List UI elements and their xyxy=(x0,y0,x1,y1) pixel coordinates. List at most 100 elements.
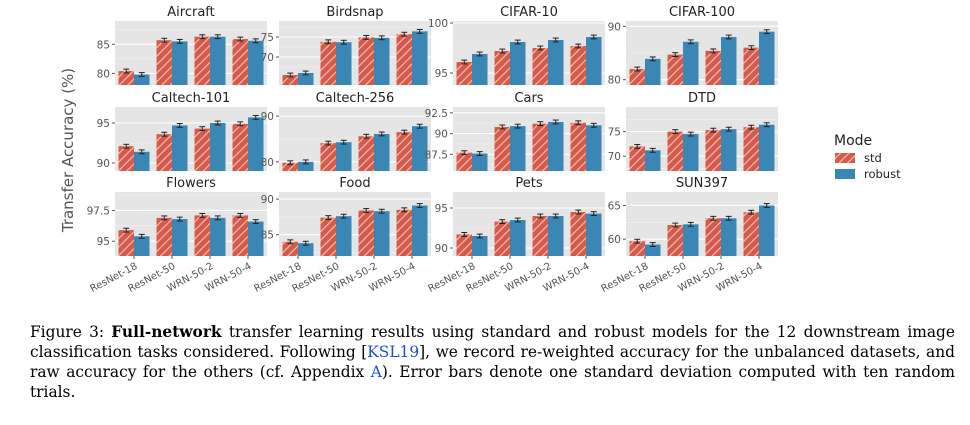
bar-robust-resnet-50 xyxy=(336,42,352,85)
bar-robust-resnet-18 xyxy=(472,153,488,171)
y-tick-label: 70 xyxy=(261,52,274,64)
bar-std-resnet-18 xyxy=(282,75,298,85)
bar-robust-wrn-50-4 xyxy=(412,31,428,85)
bar-std-wrn-50-4 xyxy=(396,132,412,171)
bar-robust-resnet-18 xyxy=(472,236,488,256)
bar-robust-resnet-18 xyxy=(298,161,314,171)
bar-robust-resnet-50 xyxy=(510,126,526,171)
bar-std-resnet-50 xyxy=(667,54,683,85)
panel-title: SUN397 xyxy=(676,176,728,191)
caption-text-2: ], we record re-weighted accuracy for th… xyxy=(30,343,955,381)
bar-std-wrn-50-4 xyxy=(396,34,412,85)
legend-label-robust: robust xyxy=(864,167,901,181)
bar-robust-wrn-50-4 xyxy=(586,37,602,85)
panel-caltech-256: Caltech-256 80 90 xyxy=(261,91,431,171)
y-tick-label: 90 xyxy=(608,21,621,33)
caption-bold: Full-network xyxy=(111,323,222,341)
legend: Mode std robust xyxy=(834,133,901,181)
bar-std-wrn-50-2 xyxy=(532,48,548,85)
bar-robust-resnet-18 xyxy=(472,54,488,85)
bar-std-resnet-18 xyxy=(282,241,298,256)
panel-aircraft: Aircraft 80 85 xyxy=(97,5,267,85)
y-tick-label: 90 xyxy=(97,158,110,170)
panel-title: CIFAR-10 xyxy=(500,5,558,20)
bar-robust-wrn-50-4 xyxy=(248,40,264,85)
panel-cars: Cars 87.5 90 92.5 xyxy=(425,91,605,171)
bar-std-wrn-50-2 xyxy=(532,216,548,256)
bar-std-wrn-50-4 xyxy=(743,47,759,85)
y-tick-label: 95 xyxy=(97,236,110,248)
bar-std-wrn-50-4 xyxy=(396,209,412,256)
y-tick-label: 95 xyxy=(97,118,110,130)
panel-cifar-100: CIFAR-100 80 90 xyxy=(608,5,778,87)
bar-robust-resnet-50 xyxy=(510,220,526,256)
bar-robust-wrn-50-4 xyxy=(759,124,775,171)
y-tick-label: 85 xyxy=(97,39,110,51)
bar-std-wrn-50-2 xyxy=(705,50,721,85)
bar-robust-resnet-18 xyxy=(134,236,150,256)
bar-std-wrn-50-4 xyxy=(232,39,248,85)
bar-robust-resnet-18 xyxy=(298,243,314,256)
bar-robust-resnet-18 xyxy=(645,150,661,171)
bar-std-wrn-50-2 xyxy=(358,210,374,256)
panel-title: Birdsnap xyxy=(326,5,383,20)
y-tick-label: 80 xyxy=(608,75,621,87)
bar-std-wrn-50-4 xyxy=(232,215,248,256)
y-tick-label: 75 xyxy=(608,127,621,139)
bar-std-wrn-50-2 xyxy=(358,37,374,85)
caption-label: Figure 3: xyxy=(30,323,112,341)
legend-title: Mode xyxy=(834,133,872,149)
bar-std-resnet-18 xyxy=(456,234,472,256)
bar-robust-wrn-50-2 xyxy=(374,133,390,171)
bar-robust-wrn-50-4 xyxy=(412,126,428,171)
bar-std-resnet-18 xyxy=(456,152,472,171)
bar-robust-resnet-50 xyxy=(683,224,699,256)
bar-robust-wrn-50-2 xyxy=(548,40,564,85)
bar-std-resnet-18 xyxy=(629,146,645,171)
citation-link[interactable]: KSL19 xyxy=(367,343,420,361)
bar-robust-wrn-50-2 xyxy=(374,37,390,85)
bar-robust-resnet-18 xyxy=(645,58,661,85)
panel-dtd: DTD 70 75 xyxy=(608,91,778,171)
caption-text-3: ). Error bars denote one standard deviat… xyxy=(30,363,955,401)
bar-robust-resnet-18 xyxy=(134,151,150,171)
bar-robust-wrn-50-2 xyxy=(721,37,737,85)
bar-robust-wrn-50-4 xyxy=(586,125,602,171)
panel-title: Aircraft xyxy=(167,5,214,20)
bar-robust-wrn-50-2 xyxy=(374,211,390,256)
bar-std-resnet-50 xyxy=(667,225,683,256)
bar-robust-wrn-50-4 xyxy=(248,221,264,256)
figure-grid: Aircraft8085Birdsnap7075CIFAR-1095100CIF… xyxy=(59,5,901,295)
figure-caption: Figure 3: Full-network transfer learning… xyxy=(30,322,955,402)
panel-food: Food8590ResNet-18ResNet-50WRN-50-2WRN-50… xyxy=(253,176,431,295)
bar-robust-wrn-50-4 xyxy=(248,117,264,171)
bar-std-wrn-50-2 xyxy=(194,36,210,85)
bar-robust-resnet-50 xyxy=(683,134,699,171)
bar-robust-wrn-50-4 xyxy=(586,213,602,256)
y-axis-label: Transfer Accuracy (%) xyxy=(59,68,77,233)
y-tick-label: 80 xyxy=(261,157,274,169)
panel-sun397: SUN3976065ResNet-18ResNet-50WRN-50-2WRN-… xyxy=(600,176,778,295)
y-tick-label: 87.5 xyxy=(425,149,448,161)
bar-robust-wrn-50-2 xyxy=(721,218,737,256)
bar-std-wrn-50-2 xyxy=(532,123,548,171)
bar-robust-wrn-50-2 xyxy=(210,123,226,171)
panel-title: Cars xyxy=(514,91,543,106)
panel-pets: Pets9095ResNet-18ResNet-50WRN-50-2WRN-50… xyxy=(427,176,605,295)
appendix-link[interactable]: A xyxy=(370,363,382,381)
panel-title: Caltech-256 xyxy=(316,91,395,106)
bar-std-wrn-50-4 xyxy=(743,212,759,256)
bar-robust-resnet-50 xyxy=(172,41,188,85)
bar-std-wrn-50-2 xyxy=(194,128,210,171)
y-tick-label: 90 xyxy=(261,111,274,123)
bar-std-wrn-50-4 xyxy=(570,46,586,85)
bar-std-resnet-18 xyxy=(629,69,645,85)
bar-std-resnet-50 xyxy=(156,134,172,171)
bar-std-resnet-50 xyxy=(156,40,172,85)
legend-swatch-std xyxy=(835,153,855,163)
bar-std-resnet-50 xyxy=(494,51,510,85)
bar-std-resnet-18 xyxy=(282,162,298,171)
bar-robust-resnet-50 xyxy=(172,219,188,256)
panel-caltech-101: Caltech-101 90 95 xyxy=(97,91,267,171)
legend-label-std: std xyxy=(864,151,882,165)
